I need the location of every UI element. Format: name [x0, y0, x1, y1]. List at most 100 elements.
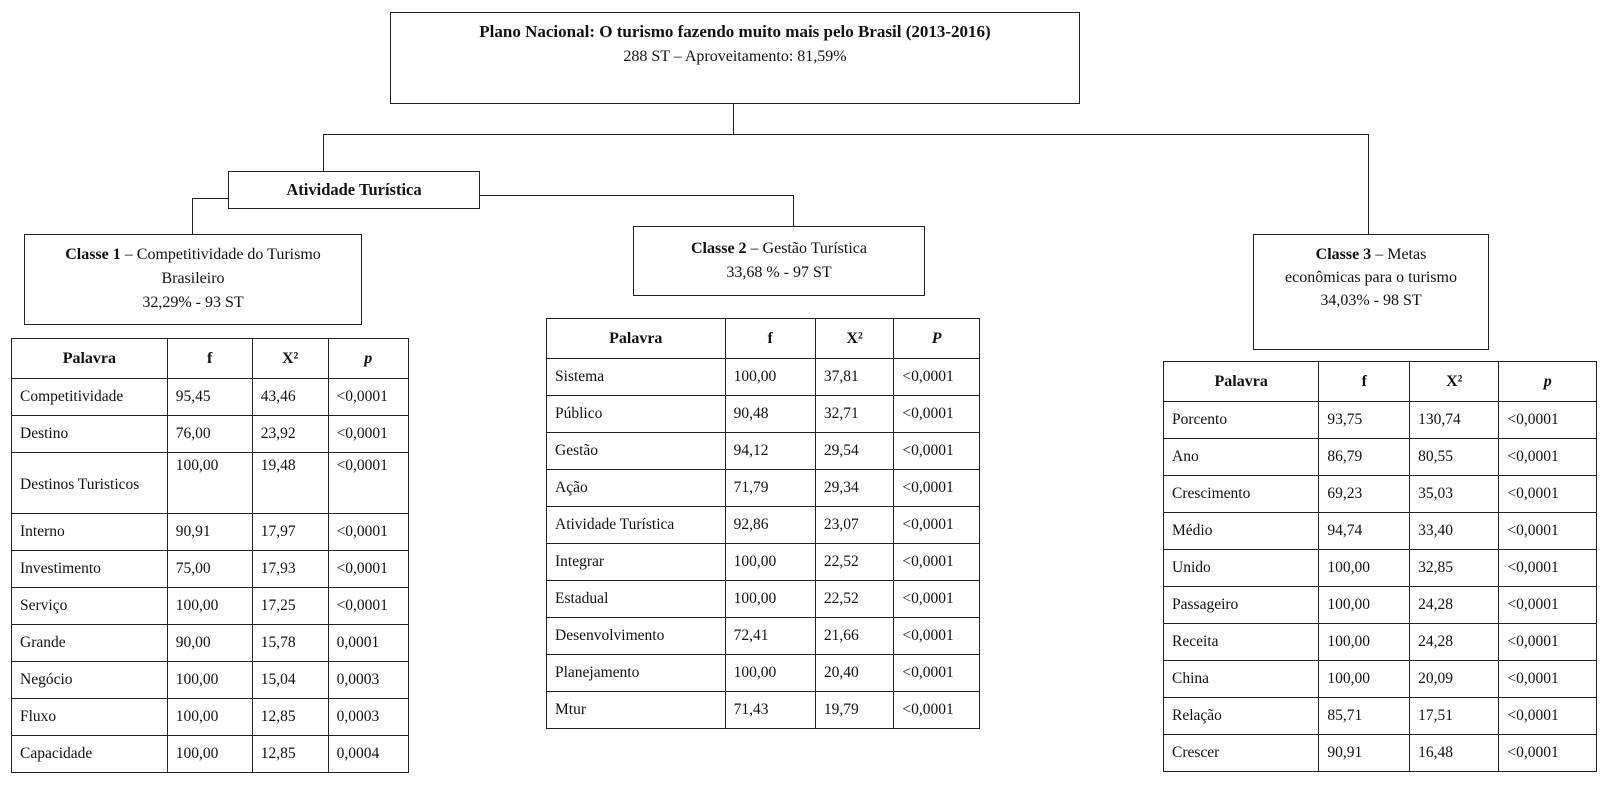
column-header: P	[893, 318, 980, 359]
table-row: Desenvolvimento 72,41 21,66 <0,0001	[546, 617, 980, 655]
table-cell: 95,45	[166, 378, 253, 416]
table-cell: 29,34	[814, 469, 895, 507]
table-cell: 100,00	[724, 580, 816, 618]
table-cell: 32,71	[814, 395, 895, 433]
table-cell: 24,28	[1409, 586, 1500, 624]
table-cell: Grande	[11, 624, 168, 662]
table-cell: <0,0001	[893, 580, 980, 618]
table-cell: 92,86	[724, 506, 816, 544]
table-cell: 17,97	[251, 513, 329, 551]
table-cell: Destinos Turisticos	[11, 452, 168, 514]
table-cell: <0,0001	[327, 415, 410, 453]
root-node: Plano Nacional: O turismo fazendo muito …	[390, 12, 1080, 104]
class1-title-rest: – Competitividade do Turismo Brasileiro	[120, 246, 321, 287]
connector-to-class1	[192, 198, 193, 234]
table-cell: Serviço	[11, 587, 168, 625]
table-cell: Destino	[11, 415, 168, 453]
table-cell: <0,0001	[1498, 401, 1597, 439]
table-cell: Relação	[1162, 697, 1320, 735]
class2-table: Palavra f X² P Sistema 100,00 37,81 <0,0001 Públ…	[546, 318, 980, 729]
table-row: Sistema 100,00 37,81 <0,0001	[546, 358, 980, 396]
branch-node: Atividade Turística	[228, 171, 480, 209]
table-cell: 23,92	[251, 415, 329, 453]
table-cell: 23,07	[814, 506, 895, 544]
table-cell: Integrar	[546, 543, 726, 581]
table-cell: <0,0001	[893, 469, 980, 507]
table-cell: <0,0001	[893, 654, 980, 692]
table-cell: 15,78	[251, 624, 329, 662]
table-cell: Ação	[546, 469, 726, 507]
table-cell: <0,0001	[1498, 475, 1597, 513]
table-header-row: Palavra f X² p	[11, 338, 410, 379]
table-row: Receita 100,00 24,28 <0,0001	[1162, 623, 1597, 661]
table-cell: Público	[546, 395, 726, 433]
table-cell: <0,0001	[1498, 438, 1597, 476]
table-cell: 17,93	[251, 550, 329, 588]
table-row: Planejamento 100,00 20,40 <0,0001	[546, 654, 980, 692]
table-cell: <0,0001	[327, 513, 410, 551]
table-cell: 86,79	[1318, 438, 1411, 476]
table-cell: 100,00	[1318, 623, 1411, 661]
table-cell: <0,0001	[327, 550, 410, 588]
table-cell: <0,0001	[893, 617, 980, 655]
table-row: Capacidade 100,00 12,85 0,0004	[11, 735, 410, 773]
table-cell: Competitividade	[11, 378, 168, 416]
table-header-row: Palavra f X² P	[546, 318, 980, 359]
table-cell: Investimento	[11, 550, 168, 588]
column-header: Palavra	[546, 318, 726, 359]
table-cell: Porcento	[1162, 401, 1320, 439]
table-cell: <0,0001	[327, 452, 410, 514]
connector-root-down	[733, 104, 734, 134]
table-cell: 20,40	[814, 654, 895, 692]
table-cell: 90,00	[166, 624, 253, 662]
connector-horizontal-top	[323, 134, 1369, 135]
table-cell: 100,00	[724, 654, 816, 692]
column-header: X²	[251, 338, 329, 379]
table-cell: 43,46	[251, 378, 329, 416]
table-cell: 12,85	[251, 735, 329, 773]
class1-stats: 32,29% - 93 ST	[142, 294, 244, 311]
table-cell: Interno	[11, 513, 168, 551]
table-cell: 32,85	[1409, 549, 1500, 587]
table-cell: <0,0001	[893, 395, 980, 433]
table-cell: 90,91	[166, 513, 253, 551]
table-header-row: Palavra f X² p	[1162, 361, 1597, 402]
table-row: Integrar 100,00 22,52 <0,0001	[546, 543, 980, 581]
table-cell: 21,66	[814, 617, 895, 655]
class2-node: Classe 2 – Gestão Turística 33,68 % - 97…	[633, 226, 925, 296]
class1-node: Classe 1 – Competitividade do Turismo Br…	[24, 234, 362, 325]
class2-title-rest: – Gestão Turística	[746, 240, 867, 257]
column-header: Palavra	[11, 338, 168, 379]
table-cell: 100,00	[1318, 586, 1411, 624]
column-header: X²	[1409, 361, 1500, 402]
class2-title-bold: Classe 2	[690, 240, 747, 257]
table-cell: 16,48	[1409, 734, 1500, 772]
connector-to-class3	[1368, 134, 1369, 234]
table-cell: 19,48	[251, 452, 329, 514]
table-cell: 93,75	[1318, 401, 1411, 439]
table-row: Investimento 75,00 17,93 <0,0001	[11, 550, 410, 588]
table-cell: <0,0001	[893, 543, 980, 581]
connector-to-class2	[793, 195, 794, 226]
class3-table: Palavra f X² p Porcento 93,75 130,74 <0,0001 Ano…	[1162, 361, 1597, 772]
table-cell: <0,0001	[1498, 623, 1597, 661]
table-cell: 130,74	[1409, 401, 1500, 439]
table-cell: Capacidade	[11, 735, 168, 773]
table-cell: 75,00	[166, 550, 253, 588]
table-cell: Desenvolvimento	[546, 617, 726, 655]
table-cell: 29,54	[814, 432, 895, 470]
column-header: f	[724, 318, 816, 359]
column-header: p	[327, 338, 410, 379]
table-cell: 100,00	[1318, 660, 1411, 698]
table-cell: 100,00	[166, 735, 253, 773]
table-cell: Médio	[1162, 512, 1320, 550]
table-row: Crescimento 69,23 35,03 <0,0001	[1162, 475, 1597, 513]
table-cell: 100,00	[1318, 549, 1411, 587]
table-cell: <0,0001	[327, 378, 410, 416]
root-subtitle: 288 ST – Aproveitamento: 81,59%	[623, 48, 847, 65]
table-cell: 69,23	[1318, 475, 1411, 513]
table-cell: 100,00	[166, 661, 253, 699]
table-cell: 22,52	[814, 580, 895, 618]
table-cell: Estadual	[546, 580, 726, 618]
branch-label: Atividade Turística	[286, 180, 422, 199]
